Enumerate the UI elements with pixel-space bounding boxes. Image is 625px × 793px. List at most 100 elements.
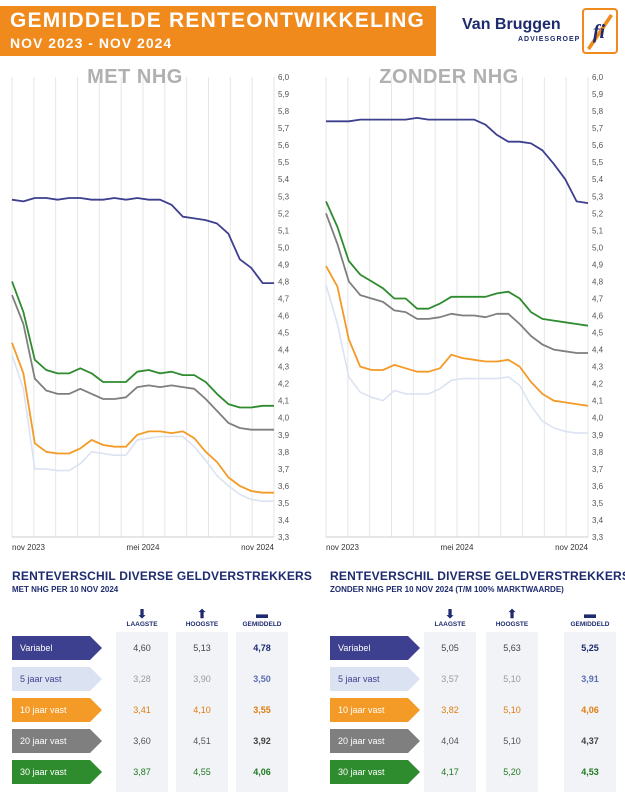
series-line-twintig bbox=[11, 294, 274, 431]
y-tick-label: 4,8 bbox=[592, 277, 604, 286]
cell-high: 3,90 bbox=[193, 674, 211, 684]
cell-low: 3,41 bbox=[133, 705, 151, 715]
cell-avg: 4,78 bbox=[253, 643, 271, 653]
series-line-dertig bbox=[11, 281, 274, 409]
row-label-vijf: 5 jaar vast bbox=[330, 667, 420, 691]
row-label-variabel: Variabel bbox=[12, 636, 102, 660]
cell-low: 3,60 bbox=[133, 736, 151, 746]
y-tick-label: 4,3 bbox=[592, 363, 604, 372]
left-col-high-label: HOOGSTE bbox=[185, 621, 219, 628]
left-col-low: ⬇ LAAGSTE bbox=[116, 608, 168, 629]
chart-title: MET NHG bbox=[87, 66, 183, 88]
y-tick-label: 3,8 bbox=[592, 448, 604, 457]
row-label-vijf: 5 jaar vast bbox=[12, 667, 102, 691]
left-col-bg-low bbox=[116, 632, 168, 792]
cell-high: 5,10 bbox=[503, 674, 521, 684]
y-tick-label: 3,6 bbox=[592, 482, 604, 491]
y-tick-label: 6,0 bbox=[278, 73, 290, 82]
y-tick-label: 3,3 bbox=[278, 533, 290, 542]
right-col-high: ⬆ HOOGSTE bbox=[486, 607, 538, 629]
y-tick-label: 5,2 bbox=[278, 209, 290, 218]
right-col-bg-low bbox=[424, 632, 476, 792]
row-label-text: 5 jaar vast bbox=[338, 674, 380, 684]
row-label-text: 20 jaar vast bbox=[20, 736, 67, 746]
chart-zonder-nhg: ZONDER NHG 6,0 5,9 5,8 5,7 5,6 5,5 5,4 5,3 5,2 5,1… bbox=[325, 66, 604, 552]
right-col-high-label: HOOGSTE bbox=[495, 621, 529, 628]
right-panel-subtitle: ZONDER NHG PER 10 NOV 2024 (T/M 100% MAR… bbox=[330, 585, 564, 594]
chart-title: ZONDER NHG bbox=[379, 66, 518, 88]
left-col-high: ⬆ HOOGSTE bbox=[176, 608, 228, 629]
y-tick-label: 3,7 bbox=[278, 465, 290, 474]
page-subtitle: NOV 2023 - NOV 2024 bbox=[10, 35, 173, 51]
row-label-text: 5 jaar vast bbox=[20, 674, 62, 684]
y-tick-label: 5,3 bbox=[592, 192, 604, 201]
y-tick-label: 5,4 bbox=[592, 175, 604, 184]
y-tick-label: 5,1 bbox=[592, 226, 604, 235]
series-line-variabel bbox=[326, 117, 589, 204]
y-tick-label: 5,3 bbox=[278, 192, 290, 201]
y-tick-label: 5,7 bbox=[592, 124, 604, 133]
y-tick-label: 5,1 bbox=[278, 226, 290, 235]
y-tick-label: 3,5 bbox=[592, 499, 604, 508]
y-tick-label: 4,2 bbox=[592, 380, 604, 389]
right-col-avg-label: GEMIDDELD bbox=[570, 621, 610, 628]
cell-avg: 4,06 bbox=[253, 767, 271, 777]
row-label-twintig: 20 jaar vast bbox=[330, 729, 420, 753]
series-line-twintig bbox=[325, 212, 588, 354]
cell-high: 5,10 bbox=[503, 705, 521, 715]
cell-high: 4,10 bbox=[193, 705, 211, 715]
y-tick-label: 5,5 bbox=[592, 158, 604, 167]
logo-icon: fi bbox=[582, 8, 618, 54]
row-label-tien: 10 jaar vast bbox=[12, 698, 102, 722]
row-label-text: 20 jaar vast bbox=[338, 736, 385, 746]
y-tick-label: 3,6 bbox=[278, 482, 290, 491]
right-col-avg: ▬ GEMIDDELD bbox=[564, 607, 616, 629]
x-tick-label: nov 2023 bbox=[12, 543, 45, 552]
row-label-text: 30 jaar vast bbox=[338, 767, 385, 777]
y-tick-label: 5,6 bbox=[278, 141, 290, 150]
cell-low: 3,28 bbox=[133, 674, 151, 684]
y-tick-label: 5,8 bbox=[278, 107, 290, 116]
y-tick-label: 6,0 bbox=[592, 73, 604, 82]
cell-avg: 3,55 bbox=[253, 705, 271, 715]
series-line-vijf bbox=[325, 284, 588, 434]
cell-high: 5,63 bbox=[503, 643, 521, 653]
row-label-text: 30 jaar vast bbox=[20, 767, 67, 777]
right-col-low: ⬇ LAAGSTE bbox=[424, 608, 476, 629]
logo-text: fi bbox=[593, 21, 606, 43]
minus-icon: ▬ bbox=[584, 607, 596, 621]
series-line-tien bbox=[325, 265, 589, 407]
series-line-vijf bbox=[11, 354, 274, 503]
title-banner: GEMIDDELDE RENTEONTWIKKELING NOV 2023 - … bbox=[0, 6, 436, 56]
cell-low: 3,82 bbox=[441, 705, 459, 715]
y-tick-label: 3,9 bbox=[592, 431, 604, 440]
cell-high: 5,20 bbox=[503, 767, 521, 777]
right-panel-title: RENTEVERSCHIL DIVERSE GELDVERSTREKKERS bbox=[330, 569, 625, 583]
cell-avg: 4,06 bbox=[581, 705, 599, 715]
y-tick-label: 4,4 bbox=[278, 346, 290, 355]
row-label-text: 10 jaar vast bbox=[20, 705, 67, 715]
y-tick-label: 5,9 bbox=[278, 90, 290, 99]
left-col-bg-high bbox=[176, 632, 228, 792]
y-tick-label: 3,8 bbox=[278, 448, 290, 457]
row-label-text: Variabel bbox=[20, 643, 53, 653]
cell-avg: 4,37 bbox=[581, 736, 599, 746]
y-tick-label: 4,5 bbox=[278, 329, 290, 338]
arrow-up-icon: ⬆ bbox=[506, 607, 518, 621]
left-col-bg-avg bbox=[236, 632, 288, 792]
left-panel-subtitle: MET NHG PER 10 NOV 2024 bbox=[12, 585, 119, 594]
row-label-dertig: 30 jaar vast bbox=[12, 760, 102, 784]
row-label-twintig: 20 jaar vast bbox=[12, 729, 102, 753]
cell-low: 4,04 bbox=[441, 736, 459, 746]
cell-avg: 3,50 bbox=[253, 674, 271, 684]
brand-sub: ADVIESGROEP bbox=[518, 36, 581, 43]
cell-high: 4,55 bbox=[193, 767, 211, 777]
brand-logo: Van Bruggen ADVIESGROEP fi bbox=[440, 6, 625, 56]
cell-low: 5,05 bbox=[441, 643, 459, 653]
y-tick-label: 4,7 bbox=[592, 294, 604, 303]
x-tick-label: nov 2024 bbox=[555, 543, 588, 552]
cell-avg: 4,53 bbox=[581, 767, 599, 777]
y-tick-label: 3,3 bbox=[592, 533, 604, 542]
y-tick-label: 4,5 bbox=[592, 329, 604, 338]
y-tick-label: 4,9 bbox=[592, 260, 604, 269]
